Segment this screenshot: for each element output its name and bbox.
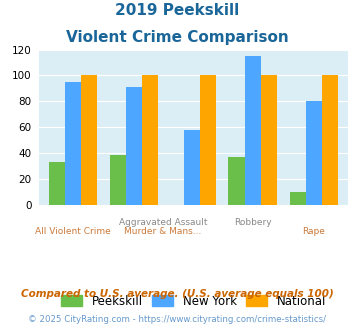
Bar bbox=[65, 82, 81, 205]
Text: Violent Crime Comparison: Violent Crime Comparison bbox=[66, 30, 289, 45]
Text: Robbery: Robbery bbox=[234, 217, 272, 226]
Bar bbox=[290, 192, 306, 205]
Bar bbox=[184, 130, 200, 205]
Bar bbox=[229, 157, 245, 205]
Bar bbox=[261, 75, 277, 205]
Bar bbox=[81, 75, 97, 205]
Bar bbox=[110, 155, 126, 205]
Bar bbox=[49, 162, 65, 205]
Bar bbox=[200, 75, 216, 205]
Legend: Peekskill, New York, National: Peekskill, New York, National bbox=[57, 291, 330, 311]
Text: Aggravated Assault: Aggravated Assault bbox=[119, 217, 207, 226]
Text: Murder & Mans...: Murder & Mans... bbox=[124, 227, 202, 236]
Bar bbox=[322, 75, 338, 205]
Text: Rape: Rape bbox=[302, 227, 325, 236]
Bar bbox=[306, 101, 322, 205]
Bar bbox=[142, 75, 158, 205]
Bar bbox=[245, 56, 261, 205]
Text: © 2025 CityRating.com - https://www.cityrating.com/crime-statistics/: © 2025 CityRating.com - https://www.city… bbox=[28, 315, 327, 324]
Text: 2019 Peekskill: 2019 Peekskill bbox=[115, 3, 240, 18]
Bar bbox=[126, 87, 142, 205]
Text: Compared to U.S. average. (U.S. average equals 100): Compared to U.S. average. (U.S. average … bbox=[21, 289, 334, 299]
Text: All Violent Crime: All Violent Crime bbox=[35, 227, 111, 236]
